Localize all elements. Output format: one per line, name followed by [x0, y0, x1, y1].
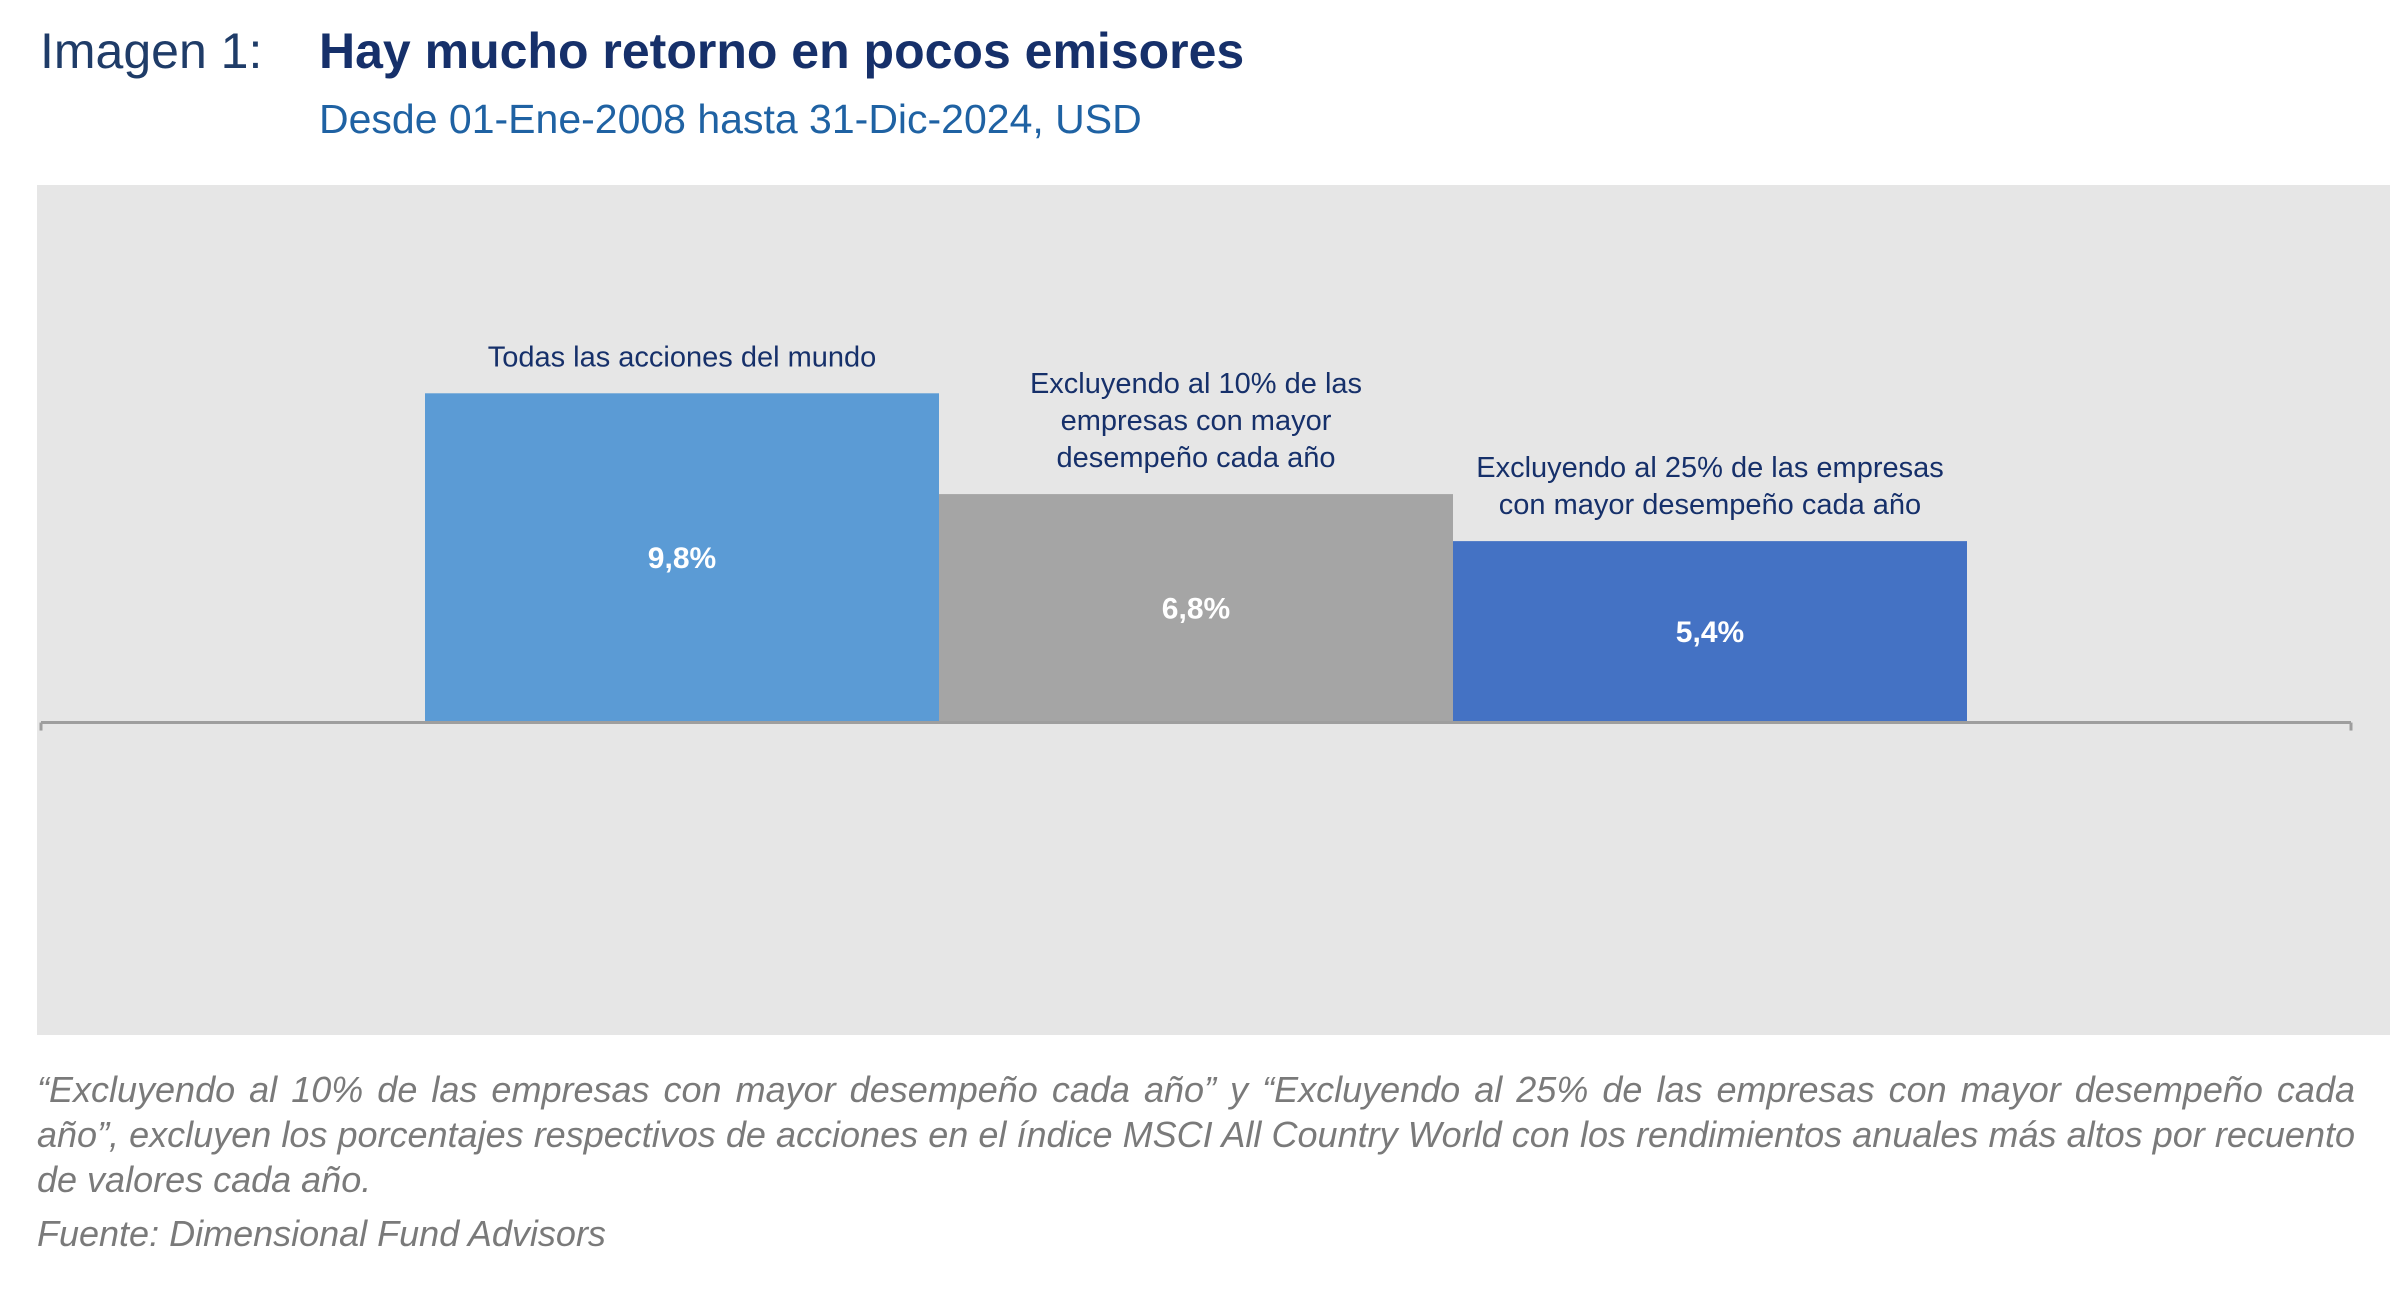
category-label-line: con mayor desempeño cada año: [1499, 489, 1921, 521]
chart-panel: 9,8% Todas las acciones del mundo 6,8% Excl…: [37, 185, 2390, 1035]
bar-value-label-1: 9,8%: [648, 542, 716, 575]
bar-chart: 9,8% Todas las acciones del mundo 6,8% Excl…: [39, 341, 2353, 731]
category-label-line: Todas las acciones del mundo: [488, 341, 877, 373]
category-label-2: Excluyendo al 10% de las empresas con may…: [1030, 368, 1362, 474]
category-label-1: Todas las acciones del mundo: [488, 341, 877, 373]
category-label-line: desempeño cada año: [1057, 442, 1336, 474]
category-label-line: empresas con mayor: [1061, 405, 1332, 437]
chart-subtitle: Desde 01-Ene-2008 hasta 31-Dic-2024, USD: [319, 96, 1142, 142]
footnote: “Excluyendo al 10% de las empresas con m…: [37, 1069, 2355, 1200]
category-label-line: Excluyendo al 10% de las: [1030, 368, 1362, 400]
bar-value-label-2: 6,8%: [1162, 592, 1230, 625]
bar-value-label-3: 5,4%: [1676, 616, 1744, 649]
category-label-line: Excluyendo al 25% de las empresas: [1476, 452, 1943, 484]
category-label-3: Excluyendo al 25% de las empresas con may…: [1476, 452, 1943, 521]
chart-title: Hay mucho retorno en pocos emisores: [319, 23, 1245, 79]
source-note: Fuente: Dimensional Fund Advisors: [37, 1213, 606, 1254]
bar-3: [1453, 541, 1967, 723]
figure-label: Imagen 1:: [40, 23, 263, 79]
bar-1: [425, 393, 939, 723]
bar-2: [939, 494, 1453, 723]
